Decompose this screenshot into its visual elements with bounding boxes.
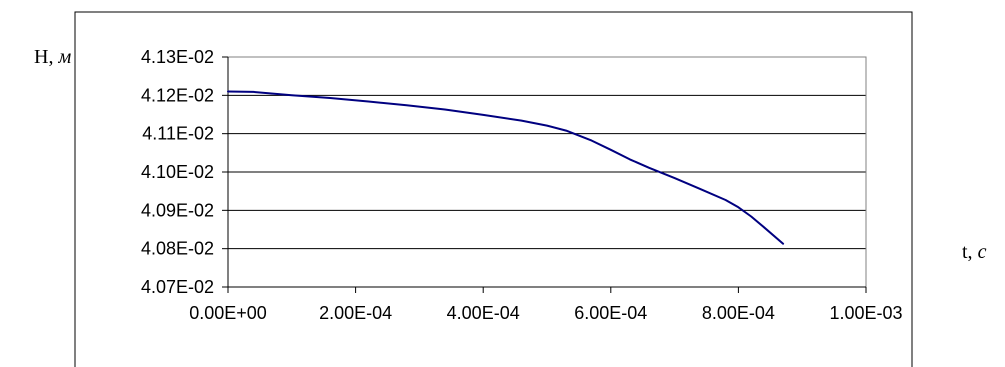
y-tick-label: 4.08E-02 xyxy=(141,239,214,259)
y-axis-tick-labels: 4.07E-02 4.08E-02 4.09E-02 4.10E-02 4.11E-02… xyxy=(141,47,214,297)
x-tick-label: 1.00E-03 xyxy=(829,303,902,323)
chart-area-frame xyxy=(74,11,913,367)
x-tick-label: 4.00E-04 xyxy=(447,303,520,323)
gridlines xyxy=(228,56,866,288)
y-tick-label: 4.13E-02 xyxy=(141,47,214,67)
x-axis-title: t, c xyxy=(962,241,987,263)
axes xyxy=(222,56,867,293)
plot-area xyxy=(222,56,867,293)
y-tick-label: 4.11E-02 xyxy=(142,124,214,144)
y-tick-label: 4.12E-02 xyxy=(141,85,214,105)
y-tick-label: 4.07E-02 xyxy=(141,277,214,297)
x-tick-label: 0.00E+00 xyxy=(189,303,267,323)
series-line xyxy=(227,90,785,245)
series-layer xyxy=(227,90,785,245)
x-tick-label: 2.00E-04 xyxy=(319,303,392,323)
y-axis-title: H, м xyxy=(34,46,71,68)
x-axis-tick-labels: 0.00E+00 2.00E-04 4.00E-04 6.00E-04 8.00E-04… xyxy=(189,303,902,323)
x-tick-label: 6.00E-04 xyxy=(574,303,647,323)
y-tick-label: 4.09E-02 xyxy=(141,200,214,220)
x-tick-label: 8.00E-04 xyxy=(702,303,775,323)
y-tick-label: 4.10E-02 xyxy=(141,162,214,182)
